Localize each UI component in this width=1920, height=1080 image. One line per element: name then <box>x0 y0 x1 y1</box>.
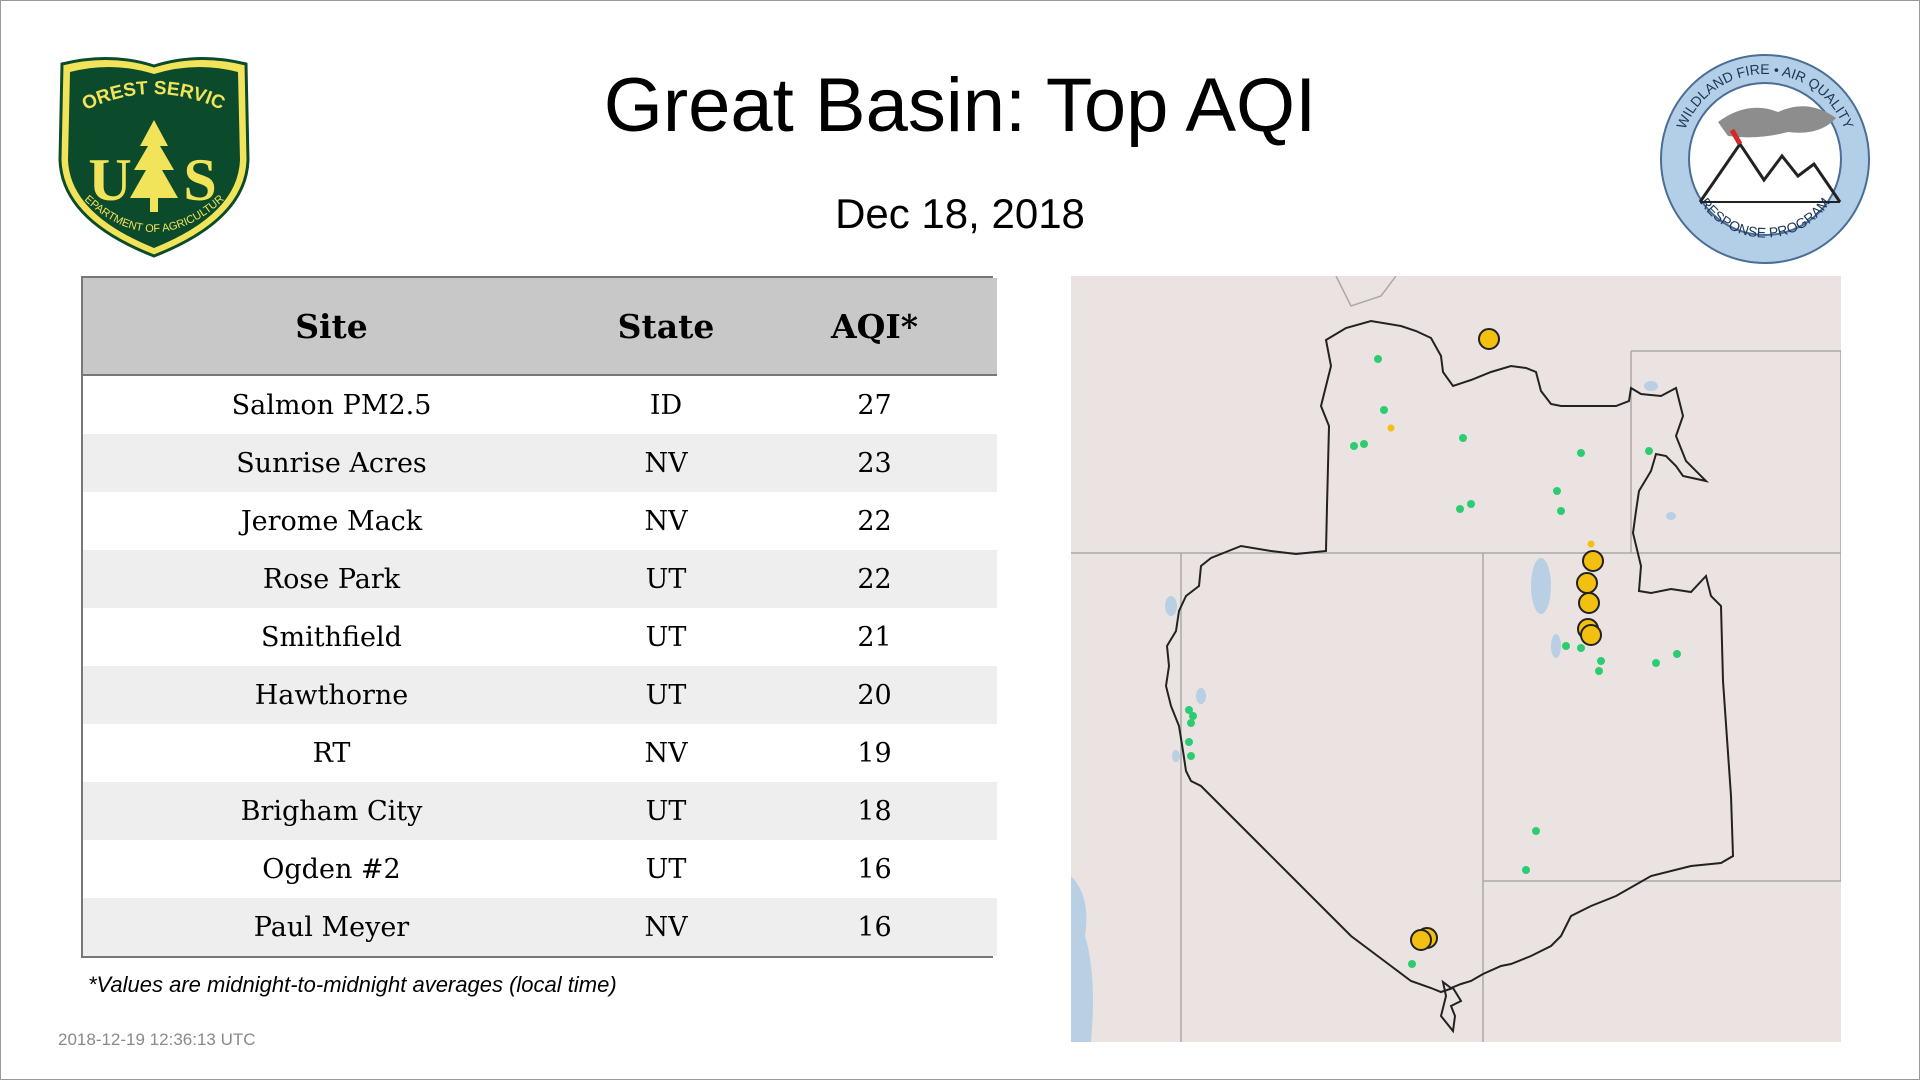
ocean-water <box>1071 876 1093 1042</box>
table-row: Hawthorne UT 20 <box>83 666 997 724</box>
aqi-cell: 21 <box>752 608 997 666</box>
site-marker <box>1578 592 1600 614</box>
timestamp: 2018-12-19 12:36:13 UTC <box>58 1030 256 1049</box>
page-date: Dec 18, 2018 <box>835 190 1085 237</box>
forest-service-logo: FOREST SERVICE U S DEPARTMENT OF AGRICUL… <box>50 50 250 258</box>
state-cell: UT <box>580 666 752 724</box>
site-cell: Brigham City <box>83 782 580 840</box>
state-cell: NV <box>580 898 752 956</box>
table-row: Brigham City UT 18 <box>83 782 997 840</box>
state-cell: UT <box>580 840 752 898</box>
site-cell: Smithfield <box>83 608 580 666</box>
column-header-state: State <box>580 278 752 376</box>
state-cell: NV <box>580 434 752 492</box>
state-cell: ID <box>580 375 752 434</box>
site-marker <box>1410 929 1432 951</box>
great-basin-map <box>1071 276 1841 1042</box>
map-background <box>1071 276 1841 1042</box>
top-aqi-site-markers <box>1410 328 1604 951</box>
site-cell: Jerome Mack <box>83 492 580 550</box>
table-row: RT NV 19 <box>83 724 997 782</box>
table-row: Jerome Mack NV 22 <box>83 492 997 550</box>
table-row: Rose Park UT 22 <box>83 550 997 608</box>
aqi-cell: 19 <box>752 724 997 782</box>
lakes <box>1165 381 1676 762</box>
wildland-fire-seal-logo: WILDLAND FIRE • AIR QUALITY RESPONSE PRO… <box>1660 54 1870 264</box>
aqi-cell: 16 <box>752 898 997 956</box>
aqi-cell: 22 <box>752 550 997 608</box>
state-cell: NV <box>580 492 752 550</box>
site-cell: Paul Meyer <box>83 898 580 956</box>
good-aqi-markers <box>1185 355 1681 968</box>
site-cell: Rose Park <box>83 550 580 608</box>
site-marker <box>1582 550 1604 572</box>
site-cell: Ogden #2 <box>83 840 580 898</box>
column-header-aqi: AQI* <box>752 278 997 376</box>
aqi-cell: 22 <box>752 492 997 550</box>
aqi-cell: 16 <box>752 840 997 898</box>
column-header-site: Site <box>83 278 580 376</box>
great-basin-boundary <box>1164 319 1735 1034</box>
fire-flag-icon <box>1729 128 1743 146</box>
site-cell: Salmon PM2.5 <box>83 375 580 434</box>
aqi-cell: 20 <box>752 666 997 724</box>
table-row: Paul Meyer NV 16 <box>83 898 997 956</box>
aqi-cell: 27 <box>752 375 997 434</box>
state-cell: UT <box>580 550 752 608</box>
table-row: Salmon PM2.5 ID 27 <box>83 375 997 434</box>
site-marker <box>1580 624 1602 646</box>
site-cell: Hawthorne <box>83 666 580 724</box>
site-marker <box>1576 572 1598 594</box>
site-marker <box>1478 328 1500 350</box>
table-row: Sunrise Acres NV 23 <box>83 434 997 492</box>
moderate-aqi-small-markers <box>1387 424 1595 548</box>
pine-tree-icon <box>130 120 178 212</box>
aqi-cell: 23 <box>752 434 997 492</box>
table-row: Ogden #2 UT 16 <box>83 840 997 898</box>
state-cell: NV <box>580 724 752 782</box>
smoke-icon <box>1718 106 1836 138</box>
site-cell: Sunrise Acres <box>83 434 580 492</box>
table-row: Smithfield UT 21 <box>83 608 997 666</box>
aqi-table: Site State AQI* Salmon PM2.5 ID 27 Sunri… <box>81 276 997 958</box>
site-cell: RT <box>83 724 580 782</box>
page-title: Great Basin: Top AQI <box>603 63 1317 148</box>
footnote: *Values are midnight-to-midnight average… <box>88 972 617 997</box>
svg-text:U: U <box>88 147 131 213</box>
state-cell: UT <box>580 608 752 666</box>
state-lines <box>1071 276 1841 1042</box>
table-header-row: Site State AQI* <box>83 278 997 376</box>
state-cell: UT <box>580 782 752 840</box>
aqi-cell: 18 <box>752 782 997 840</box>
svg-text:S: S <box>183 147 216 213</box>
